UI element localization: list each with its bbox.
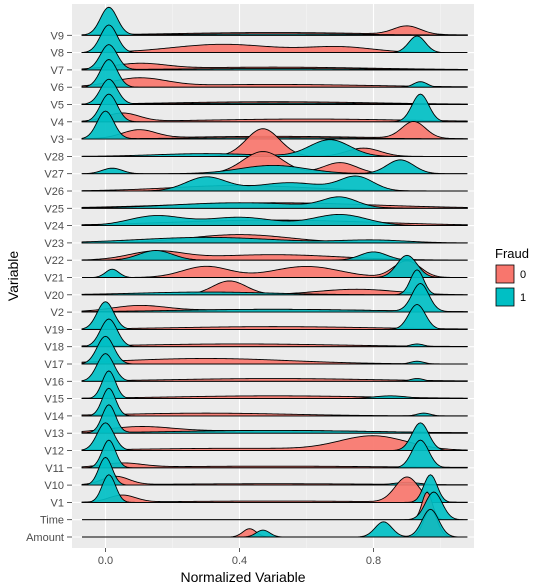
ridge-v24 xyxy=(81,213,468,227)
ridge-v12 xyxy=(81,422,468,451)
ridge-area-fraud-0 xyxy=(81,77,468,88)
ridge-area-fraud-0 xyxy=(81,25,468,36)
y-tick-label: V27 xyxy=(44,169,64,181)
y-tick-label: Amount xyxy=(26,532,64,544)
y-tick-label: V24 xyxy=(44,221,64,233)
y-tick-label: V15 xyxy=(44,394,64,406)
ridge-v23 xyxy=(81,234,468,244)
x-tick-label: 0.0 xyxy=(98,555,113,567)
ridge-area-fraud-1 xyxy=(81,318,468,348)
ridge-v27 xyxy=(81,151,468,175)
ridge-amount xyxy=(82,508,468,538)
ridges xyxy=(81,6,468,538)
ridge-area-fraud-0 xyxy=(81,378,468,382)
ridge-area-fraud-0 xyxy=(81,62,468,71)
ridge-area-fraud-0 xyxy=(81,435,468,451)
y-tick-label: V18 xyxy=(44,342,64,354)
y-tick-label: V26 xyxy=(44,186,64,198)
y-tick-label: V10 xyxy=(44,480,64,492)
x-axis-title: Normalized Variable xyxy=(180,569,305,585)
y-tick-label: V23 xyxy=(44,238,64,250)
ridge-area-fraud-1 xyxy=(81,353,468,382)
legend-title: Fraud xyxy=(495,246,529,261)
ridge-v15 xyxy=(81,370,468,400)
ridge-v19 xyxy=(81,301,468,330)
ridge-v18 xyxy=(81,318,468,348)
y-tick-label: V8 xyxy=(51,48,64,60)
y-tick-label: V22 xyxy=(44,255,64,267)
ridge-v2 xyxy=(81,283,468,313)
y-tick-labels: Amount Time V1 V10 V11 V12 V13 V14 V15 V16 V17 V18 V… xyxy=(26,30,72,544)
y-tick-label: V21 xyxy=(44,273,64,285)
y-tick-label: V3 xyxy=(51,134,64,146)
y-axis-title: Variable xyxy=(5,251,21,302)
y-tick-label: V11 xyxy=(45,463,64,475)
ridge-v20 xyxy=(81,269,468,296)
legend-key-1 xyxy=(495,287,515,307)
ridge-v25 xyxy=(81,196,468,209)
y-tick-label: V28 xyxy=(44,151,64,163)
ridge-v14 xyxy=(81,387,468,417)
ridge-area-fraud-1 xyxy=(81,59,468,88)
ridge-v21 xyxy=(82,254,468,278)
x-tick-label: 0.8 xyxy=(366,555,381,567)
ridge-v7 xyxy=(81,44,468,71)
ridge-area-fraud-1 xyxy=(81,93,468,123)
y-tick-label: V16 xyxy=(44,376,64,388)
ridge-area-fraud-1 xyxy=(81,78,468,105)
y-tick-label: V9 xyxy=(51,30,64,42)
y-tick-label: Time xyxy=(40,515,64,527)
ridge-v6 xyxy=(81,59,468,88)
legend-key-0 xyxy=(495,264,515,284)
ridge-area-fraud-1 xyxy=(81,6,468,36)
ridge-area-fraud-1 xyxy=(81,301,468,330)
ridge-area-fraud-1 xyxy=(81,439,468,469)
ridge-v5 xyxy=(81,78,468,105)
y-tick-label: V12 xyxy=(44,446,64,458)
ridge-area-fraud-1 xyxy=(81,236,468,244)
ridge-v16 xyxy=(81,353,468,382)
y-tick-label: V2 xyxy=(51,307,64,319)
ridge-area-fraud-1 xyxy=(81,283,468,313)
x-tick-labels: 0.0 0.4 0.8 xyxy=(98,548,381,567)
ridge-v4 xyxy=(81,93,468,123)
ridge-area-fraud-1 xyxy=(81,387,468,417)
y-tick-label: V1 xyxy=(51,497,64,509)
ridge-v26 xyxy=(81,175,468,192)
y-tick-label: V19 xyxy=(44,324,64,336)
legend-label-0: 0 xyxy=(520,269,526,281)
ridge-area-fraud-1 xyxy=(81,44,468,71)
ridge-area-fraud-1 xyxy=(81,159,468,175)
y-tick-label: V6 xyxy=(51,82,64,94)
ridge-area-fraud-1 xyxy=(81,196,468,209)
y-tick-label: V14 xyxy=(44,411,64,423)
ridge-v11 xyxy=(81,439,468,469)
ridge-v9 xyxy=(81,6,468,36)
x-tick-label: 0.4 xyxy=(232,555,247,567)
ridge-area-fraud-1 xyxy=(81,24,468,54)
ridge-v8 xyxy=(81,24,468,54)
ridge-area-fraud-1 xyxy=(81,335,468,365)
y-tick-label: V13 xyxy=(44,428,64,440)
ridge-area-fraud-1 xyxy=(81,213,468,227)
ridge-v17 xyxy=(81,335,468,365)
ridge-area-fraud-1 xyxy=(82,254,468,278)
ridge-area-fraud-1 xyxy=(81,422,468,451)
y-tick-label: V17 xyxy=(44,359,64,371)
y-tick-label: V25 xyxy=(44,203,64,215)
legend-label-1: 1 xyxy=(520,292,526,304)
legend: Fraud 0 1 xyxy=(495,246,529,307)
ridge-area-fraud-1 xyxy=(82,175,468,192)
ridge-v13 xyxy=(81,404,468,434)
ridge-area-fraud-1 xyxy=(81,269,468,296)
y-tick-label: V4 xyxy=(51,117,64,129)
y-tick-label: V20 xyxy=(44,290,64,302)
y-tick-label: V7 xyxy=(51,65,64,77)
ridge-area-fraud-1 xyxy=(81,370,468,400)
ridge-area-fraud-1 xyxy=(82,508,468,538)
ridge-area-fraud-1 xyxy=(81,404,468,434)
y-tick-label: V5 xyxy=(51,100,64,112)
